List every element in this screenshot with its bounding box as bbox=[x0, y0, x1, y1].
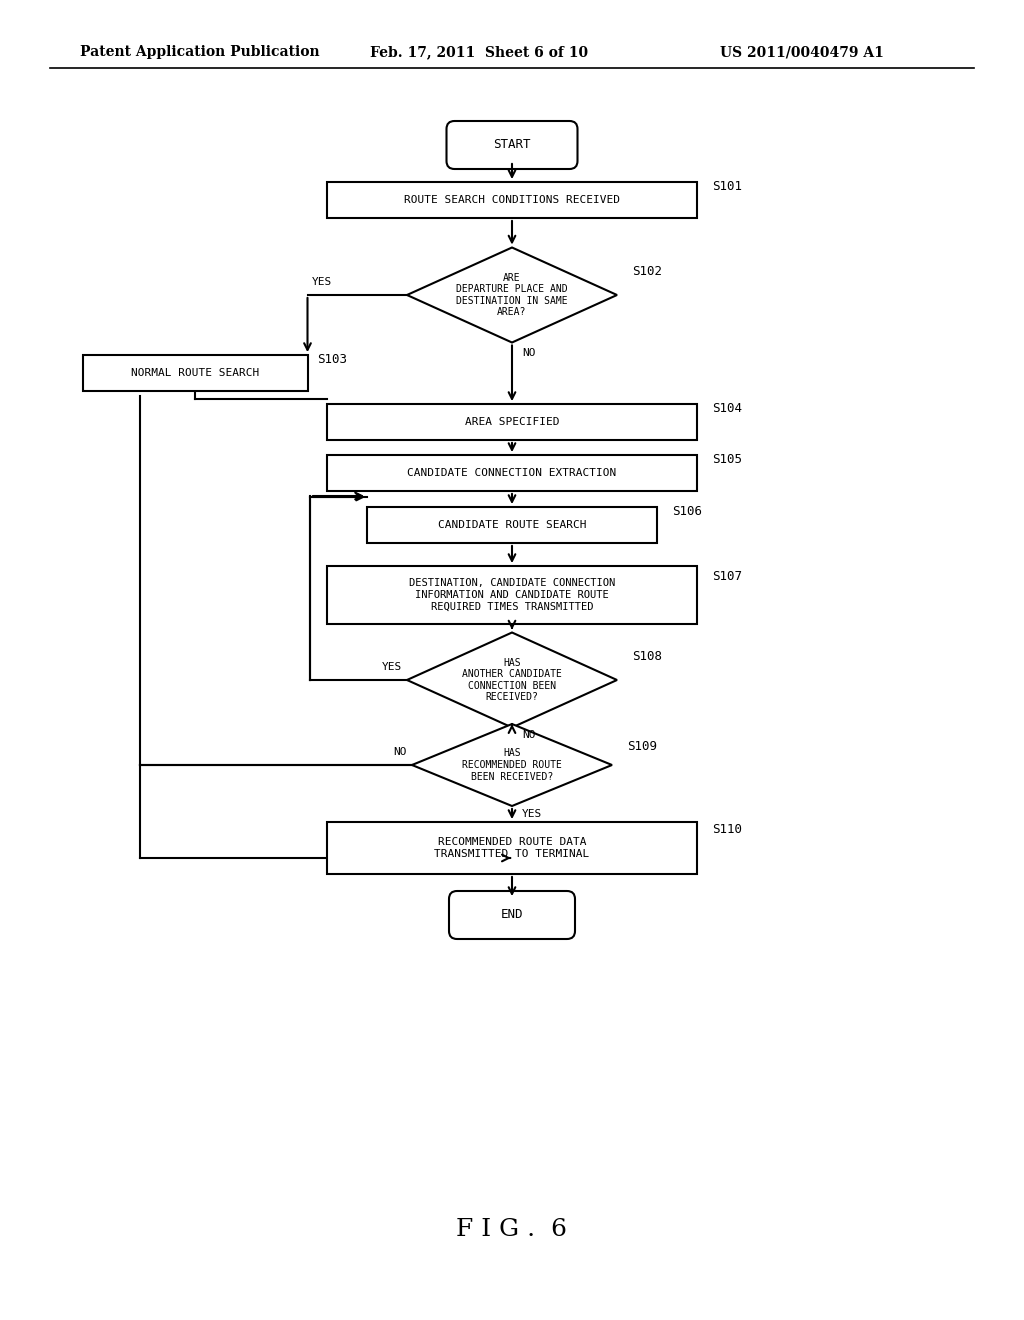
FancyBboxPatch shape bbox=[83, 355, 307, 391]
Text: S104: S104 bbox=[712, 403, 742, 414]
Text: AREA SPECIFIED: AREA SPECIFIED bbox=[465, 417, 559, 426]
Text: US 2011/0040479 A1: US 2011/0040479 A1 bbox=[720, 45, 884, 59]
Text: YES: YES bbox=[522, 809, 543, 818]
Text: S108: S108 bbox=[632, 649, 662, 663]
Text: NO: NO bbox=[393, 747, 407, 756]
Text: S102: S102 bbox=[632, 265, 662, 279]
Text: NORMAL ROUTE SEARCH: NORMAL ROUTE SEARCH bbox=[131, 368, 259, 378]
Text: NO: NO bbox=[522, 730, 536, 741]
FancyBboxPatch shape bbox=[367, 507, 657, 543]
Text: HAS
ANOTHER CANDIDATE
CONNECTION BEEN
RECEIVED?: HAS ANOTHER CANDIDATE CONNECTION BEEN RE… bbox=[462, 657, 562, 702]
Text: START: START bbox=[494, 139, 530, 152]
Text: YES: YES bbox=[382, 663, 402, 672]
Polygon shape bbox=[412, 723, 612, 807]
Text: HAS
RECOMMENDED ROUTE
BEEN RECEIVED?: HAS RECOMMENDED ROUTE BEEN RECEIVED? bbox=[462, 748, 562, 781]
Text: YES: YES bbox=[312, 277, 333, 286]
Text: S103: S103 bbox=[317, 352, 347, 366]
FancyBboxPatch shape bbox=[327, 822, 697, 874]
Text: S109: S109 bbox=[627, 741, 657, 752]
Text: S110: S110 bbox=[712, 822, 742, 836]
Text: ROUTE SEARCH CONDITIONS RECEIVED: ROUTE SEARCH CONDITIONS RECEIVED bbox=[404, 195, 620, 205]
FancyBboxPatch shape bbox=[327, 404, 697, 440]
Text: DESTINATION, CANDIDATE CONNECTION
INFORMATION AND CANDIDATE ROUTE
REQUIRED TIMES: DESTINATION, CANDIDATE CONNECTION INFORM… bbox=[409, 578, 615, 611]
Text: S101: S101 bbox=[712, 180, 742, 193]
FancyBboxPatch shape bbox=[327, 566, 697, 624]
Text: ARE
DEPARTURE PLACE AND
DESTINATION IN SAME
AREA?: ARE DEPARTURE PLACE AND DESTINATION IN S… bbox=[456, 273, 568, 317]
Text: F I G .  6: F I G . 6 bbox=[457, 1218, 567, 1242]
Polygon shape bbox=[407, 632, 617, 727]
Text: CANDIDATE CONNECTION EXTRACTION: CANDIDATE CONNECTION EXTRACTION bbox=[408, 469, 616, 478]
Text: RECOMMENDED ROUTE DATA
TRANSMITTED TO TERMINAL: RECOMMENDED ROUTE DATA TRANSMITTED TO TE… bbox=[434, 837, 590, 859]
Text: S107: S107 bbox=[712, 570, 742, 583]
Text: Patent Application Publication: Patent Application Publication bbox=[80, 45, 319, 59]
FancyBboxPatch shape bbox=[449, 891, 575, 939]
Text: CANDIDATE ROUTE SEARCH: CANDIDATE ROUTE SEARCH bbox=[437, 520, 587, 531]
Text: S105: S105 bbox=[712, 453, 742, 466]
Text: END: END bbox=[501, 908, 523, 921]
Text: NO: NO bbox=[522, 347, 536, 358]
Polygon shape bbox=[407, 248, 617, 342]
FancyBboxPatch shape bbox=[327, 455, 697, 491]
Text: Feb. 17, 2011  Sheet 6 of 10: Feb. 17, 2011 Sheet 6 of 10 bbox=[370, 45, 588, 59]
FancyBboxPatch shape bbox=[327, 182, 697, 218]
FancyBboxPatch shape bbox=[446, 121, 578, 169]
Text: S106: S106 bbox=[672, 506, 702, 517]
